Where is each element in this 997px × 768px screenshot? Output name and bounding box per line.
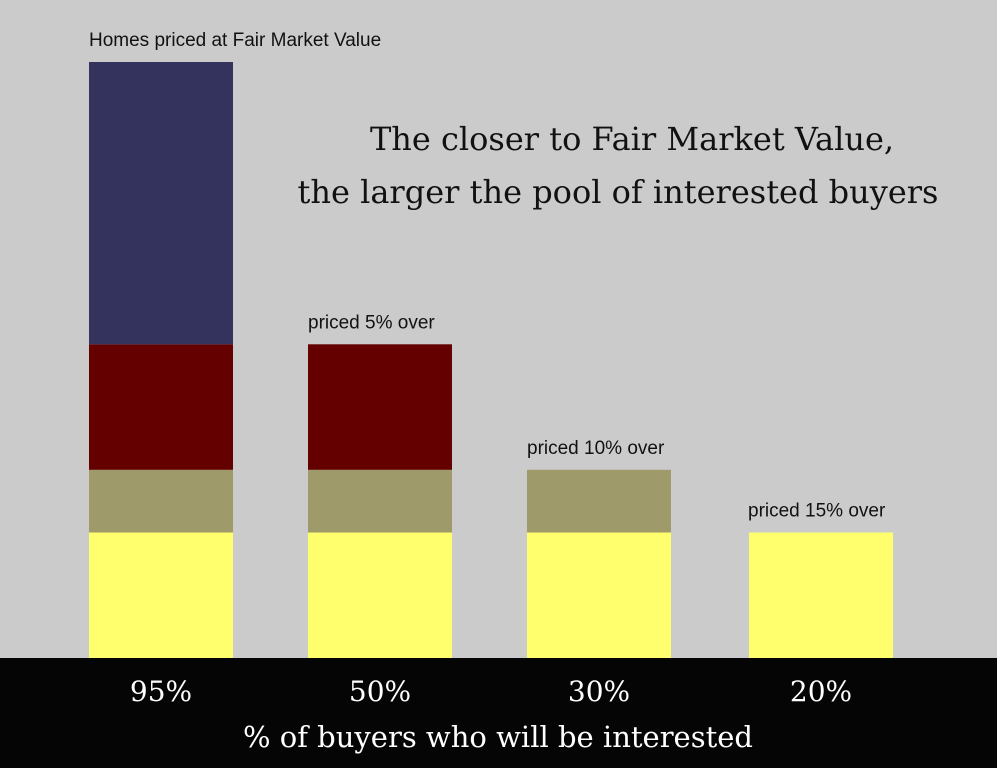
bar-label-4: priced 15% over — [748, 501, 886, 522]
bar-segment-3-2 — [527, 469, 671, 533]
x-axis-label: % of buyers who will be interested — [243, 720, 753, 754]
bar-labels-group: Homes priced at Fair Market Value priced … — [89, 30, 886, 522]
bar-label-2: priced 5% over — [308, 312, 435, 333]
bar-segment-1-2 — [89, 469, 233, 533]
bar-segment-2-3 — [308, 344, 452, 470]
bar-segment-4-1 — [749, 532, 893, 658]
bar-segment-2-2 — [308, 469, 452, 533]
chart-title-line-1: The closer to Fair Market Value, — [370, 120, 894, 158]
bar-segment-1-3 — [89, 344, 233, 470]
bars-group — [89, 62, 893, 658]
tick-labels-group: 95% 50% 30% 20% — [130, 675, 852, 708]
chart-title-line-2: the larger the pool of interested buyers — [298, 173, 939, 211]
bar-label-3: priced 10% over — [527, 438, 665, 459]
bar-segment-1-1 — [89, 532, 233, 658]
x-tick-label-2: 50% — [349, 675, 411, 708]
bar-segment-1-4 — [89, 62, 233, 345]
x-tick-label-3: 30% — [568, 675, 630, 708]
axis-band — [0, 658, 997, 768]
bar-segment-2-1 — [308, 532, 452, 658]
bar-label-1: Homes priced at Fair Market Value — [89, 30, 381, 51]
bar-segment-3-1 — [527, 532, 671, 658]
x-tick-label-1: 95% — [130, 675, 192, 708]
x-tick-label-4: 20% — [790, 675, 852, 708]
